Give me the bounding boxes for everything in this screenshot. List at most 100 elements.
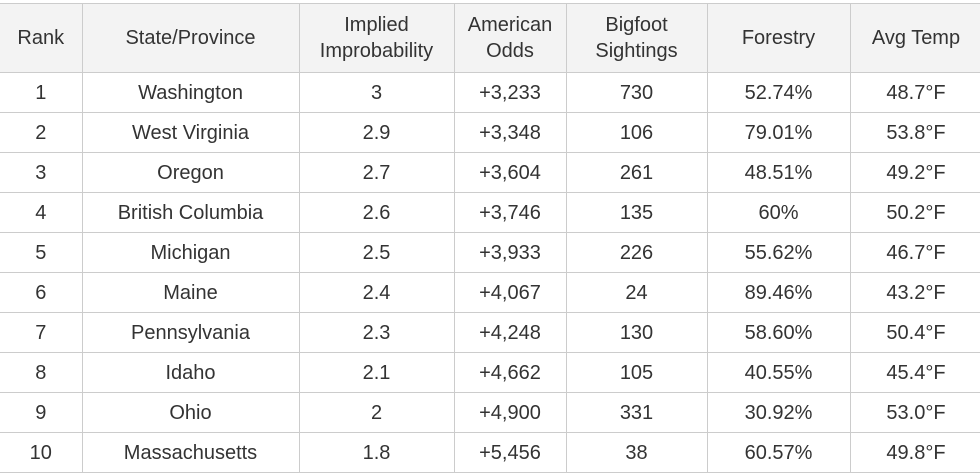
bigfoot-odds-table: Rank State/Province Implied Improbability Am… [0, 3, 980, 473]
table-row: 10 Massachusetts 1.8 +5,456 38 60.57% 49.8°F [0, 432, 980, 473]
cell-implied-improbability: 1.8 [298, 432, 455, 473]
cell-forestry: 30.92% [706, 392, 851, 433]
table-row: 3 Oregon 2.7 +3,604 261 48.51% 49.2°F [0, 152, 980, 193]
cell-american-odds: +3,933 [453, 232, 567, 273]
cell-forestry: 40.55% [706, 352, 851, 393]
cell-rank: 4 [0, 192, 83, 233]
table-row: 2 West Virginia 2.9 +3,348 106 79.01% 53.8°F [0, 112, 980, 153]
table-row: 1 Washington 3 +3,233 730 52.74% 48.7°F [0, 72, 980, 113]
cell-rank: 2 [0, 112, 83, 153]
cell-american-odds: +3,348 [453, 112, 567, 153]
cell-avg-temp: 49.2°F [849, 152, 980, 193]
cell-state-province: Washington [81, 72, 300, 113]
cell-forestry: 89.46% [706, 272, 851, 313]
column-header-implied-improbability: Implied Improbability [298, 3, 455, 73]
cell-bigfoot-sightings: 24 [565, 272, 708, 313]
cell-american-odds: +4,662 [453, 352, 567, 393]
column-header-avg-temp: Avg Temp [849, 3, 980, 73]
cell-avg-temp: 45.4°F [849, 352, 980, 393]
table-row: 5 Michigan 2.5 +3,933 226 55.62% 46.7°F [0, 232, 980, 273]
column-header-label: Improbability [319, 40, 434, 62]
cell-state-province: Massachusetts [81, 432, 300, 473]
column-header-label: Implied [344, 14, 409, 36]
cell-american-odds: +3,746 [453, 192, 567, 233]
cell-state-province: Oregon [81, 152, 300, 193]
cell-bigfoot-sightings: 135 [565, 192, 708, 233]
cell-american-odds: +4,900 [453, 392, 567, 433]
column-header-label: Avg Temp [871, 27, 961, 49]
cell-bigfoot-sightings: 106 [565, 112, 708, 153]
cell-state-province: Pennsylvania [81, 312, 300, 353]
cell-american-odds: +3,604 [453, 152, 567, 193]
cell-bigfoot-sightings: 130 [565, 312, 708, 353]
cell-forestry: 60.57% [706, 432, 851, 473]
cell-american-odds: +4,248 [453, 312, 567, 353]
cell-bigfoot-sightings: 38 [565, 432, 708, 473]
table-row: 8 Idaho 2.1 +4,662 105 40.55% 45.4°F [0, 352, 980, 393]
cell-american-odds: +3,233 [453, 72, 567, 113]
header-row: Rank State/Province Implied Improbability Am… [0, 3, 980, 73]
column-header-label: Sightings [595, 40, 678, 62]
column-header-forestry: Forestry [706, 3, 851, 73]
cell-american-odds: +5,456 [453, 432, 567, 473]
cell-rank: 6 [0, 272, 83, 313]
column-header-label: Bigfoot [605, 14, 668, 36]
cell-implied-improbability: 2.4 [298, 272, 455, 313]
cell-avg-temp: 43.2°F [849, 272, 980, 313]
cell-state-province: West Virginia [81, 112, 300, 153]
cell-american-odds: +4,067 [453, 272, 567, 313]
cell-implied-improbability: 2.3 [298, 312, 455, 353]
cell-bigfoot-sightings: 730 [565, 72, 708, 113]
cell-forestry: 58.60% [706, 312, 851, 353]
table-body: 1 Washington 3 +3,233 730 52.74% 48.7°F 2 West V… [0, 72, 980, 473]
cell-avg-temp: 50.2°F [849, 192, 980, 233]
cell-implied-improbability: 2.9 [298, 112, 455, 153]
cell-implied-improbability: 2 [298, 392, 455, 433]
cell-rank: 3 [0, 152, 83, 193]
cell-rank: 1 [0, 72, 83, 113]
cell-implied-improbability: 2.6 [298, 192, 455, 233]
cell-implied-improbability: 3 [298, 72, 455, 113]
cell-state-province: Michigan [81, 232, 300, 273]
column-header-label: American [467, 14, 553, 36]
column-header-rank: Rank [0, 3, 83, 73]
cell-rank: 10 [0, 432, 83, 473]
column-header-label: Rank [17, 27, 65, 49]
table-row: 9 Ohio 2 +4,900 331 30.92% 53.0°F [0, 392, 980, 433]
cell-state-province: Maine [81, 272, 300, 313]
cell-avg-temp: 50.4°F [849, 312, 980, 353]
cell-rank: 7 [0, 312, 83, 353]
column-header-label: Forestry [741, 27, 816, 49]
cell-avg-temp: 48.7°F [849, 72, 980, 113]
cell-state-province: British Columbia [81, 192, 300, 233]
table-row: 4 British Columbia 2.6 +3,746 135 60% 50.2°F [0, 192, 980, 233]
cell-rank: 5 [0, 232, 83, 273]
column-header-american-odds: American Odds [453, 3, 567, 73]
cell-rank: 8 [0, 352, 83, 393]
table-header: Rank State/Province Implied Improbability Am… [0, 3, 980, 73]
table-row: 7 Pennsylvania 2.3 +4,248 130 58.60% 50.4°F [0, 312, 980, 353]
cell-forestry: 52.74% [706, 72, 851, 113]
cell-implied-improbability: 2.1 [298, 352, 455, 393]
cell-state-province: Idaho [81, 352, 300, 393]
cell-implied-improbability: 2.5 [298, 232, 455, 273]
column-header-label: Odds [486, 40, 534, 62]
column-header-bigfoot-sightings: Bigfoot Sightings [565, 3, 708, 73]
cell-bigfoot-sightings: 261 [565, 152, 708, 193]
cell-rank: 9 [0, 392, 83, 433]
cell-forestry: 55.62% [706, 232, 851, 273]
cell-state-province: Ohio [81, 392, 300, 433]
cell-avg-temp: 49.8°F [849, 432, 980, 473]
cell-implied-improbability: 2.7 [298, 152, 455, 193]
cell-forestry: 48.51% [706, 152, 851, 193]
cell-avg-temp: 53.8°F [849, 112, 980, 153]
cell-avg-temp: 53.0°F [849, 392, 980, 433]
column-header-state-province: State/Province [81, 3, 300, 73]
cell-avg-temp: 46.7°F [849, 232, 980, 273]
table-row: 6 Maine 2.4 +4,067 24 89.46% 43.2°F [0, 272, 980, 313]
cell-bigfoot-sightings: 226 [565, 232, 708, 273]
cell-bigfoot-sightings: 331 [565, 392, 708, 433]
cell-forestry: 60% [706, 192, 851, 233]
cell-bigfoot-sightings: 105 [565, 352, 708, 393]
